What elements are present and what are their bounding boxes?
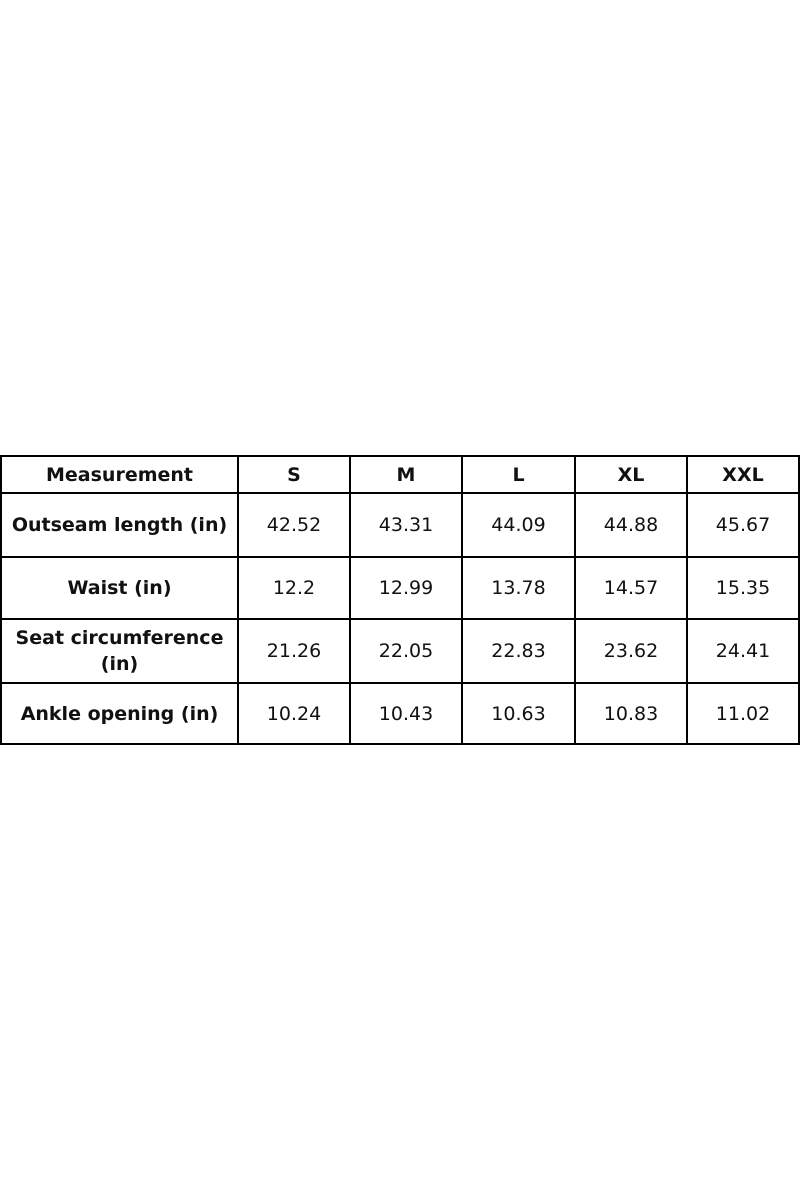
header-cell: M	[349, 455, 463, 494]
row-label: Ankle opening (in)	[0, 682, 239, 745]
cell: 10.83	[574, 682, 688, 745]
cell: 11.02	[686, 682, 800, 745]
cell: 23.62	[574, 618, 688, 684]
cell: 21.26	[237, 618, 351, 684]
cell: 12.2	[237, 556, 351, 620]
cell: 45.67	[686, 492, 800, 558]
header-cell: Measurement	[0, 455, 239, 494]
table-row: Ankle opening (in) 10.24 10.43 10.63 10.83 11…	[0, 682, 800, 745]
row-label: Outseam length (in)	[0, 492, 239, 558]
cell: 22.83	[461, 618, 576, 684]
header-cell: XL	[574, 455, 688, 494]
size-table: Measurement S M L XL XXL Outseam length (in) 4…	[0, 455, 800, 745]
cell: 15.35	[686, 556, 800, 620]
cell: 10.63	[461, 682, 576, 745]
cell: 42.52	[237, 492, 351, 558]
table-row: Waist (in) 12.2 12.99 13.78 14.57 15.35	[0, 556, 800, 620]
cell: 24.41	[686, 618, 800, 684]
table-row: Seat circumference (in) 21.26 22.05 22.83 23…	[0, 618, 800, 684]
cell: 14.57	[574, 556, 688, 620]
header-cell: S	[237, 455, 351, 494]
row-label: Seat circumference (in)	[0, 618, 239, 684]
cell: 22.05	[349, 618, 463, 684]
cell: 44.88	[574, 492, 688, 558]
table-body: Outseam length (in) 42.52 43.31 44.09 44.88 4…	[0, 492, 800, 745]
row-label: Waist (in)	[0, 556, 239, 620]
cell: 10.43	[349, 682, 463, 745]
header-cell: XXL	[686, 455, 800, 494]
cell: 13.78	[461, 556, 576, 620]
table-header: Measurement S M L XL XXL	[0, 455, 800, 494]
cell: 10.24	[237, 682, 351, 745]
header-cell: L	[461, 455, 576, 494]
cell: 44.09	[461, 492, 576, 558]
cell: 12.99	[349, 556, 463, 620]
header-row: Measurement S M L XL XXL	[0, 455, 800, 494]
cell: 43.31	[349, 492, 463, 558]
table-row: Outseam length (in) 42.52 43.31 44.09 44.88 4…	[0, 492, 800, 558]
